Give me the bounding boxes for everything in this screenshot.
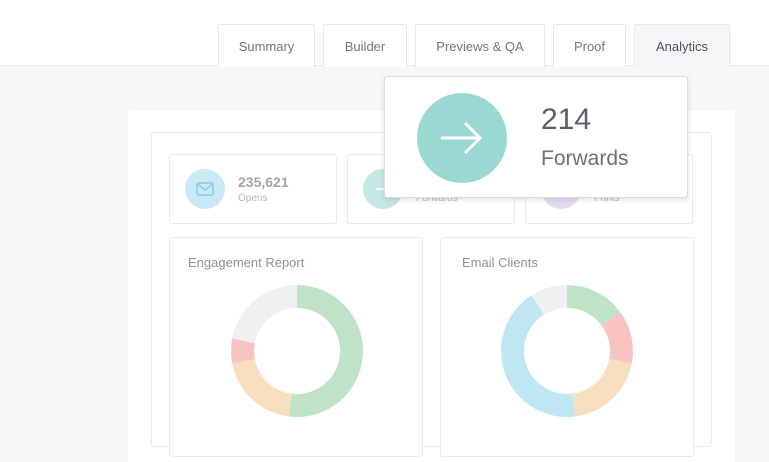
email-clients-panel: Email Clients	[440, 237, 694, 457]
engagement-report-panel: Engagement Report	[169, 237, 423, 457]
engagement-donut-chart	[231, 285, 363, 417]
donut-slice[interactable]	[231, 338, 255, 364]
donut-slice[interactable]	[567, 285, 621, 326]
email-clients-donut-chart	[500, 285, 633, 417]
stat-value: 235,621	[238, 174, 289, 190]
donut-slice[interactable]	[531, 285, 567, 315]
stat-card-opens: 235,621 Opens	[169, 154, 337, 224]
donut-slice[interactable]	[232, 285, 297, 343]
forwards-popover: 214 Forwards	[384, 76, 688, 198]
panel-title: Email Clients	[462, 255, 538, 270]
tab-proof[interactable]: Proof	[553, 24, 626, 67]
donut-slice[interactable]	[288, 285, 363, 417]
envelope-icon	[185, 169, 225, 209]
tab-summary[interactable]: Summary	[218, 24, 315, 67]
stat-label: Forwards	[416, 193, 458, 204]
donut-slice[interactable]	[601, 312, 633, 364]
stat-label: Opens	[238, 193, 268, 204]
popover-value: 214	[541, 103, 592, 136]
donut-slice[interactable]	[232, 359, 292, 417]
donut-slice[interactable]	[572, 359, 632, 417]
donut-slice[interactable]	[500, 295, 576, 417]
tab-analytics[interactable]: Analytics	[634, 24, 730, 67]
stat-label: Prints	[594, 193, 620, 204]
tab-previews-qa[interactable]: Previews & QA	[415, 24, 545, 67]
arrow-right-icon	[417, 93, 507, 183]
top-bar: Summary Builder Previews & QA Proof Anal…	[0, 0, 769, 67]
tab-builder[interactable]: Builder	[323, 24, 407, 67]
panel-title: Engagement Report	[188, 255, 305, 270]
popover-label: Forwards	[541, 147, 629, 170]
